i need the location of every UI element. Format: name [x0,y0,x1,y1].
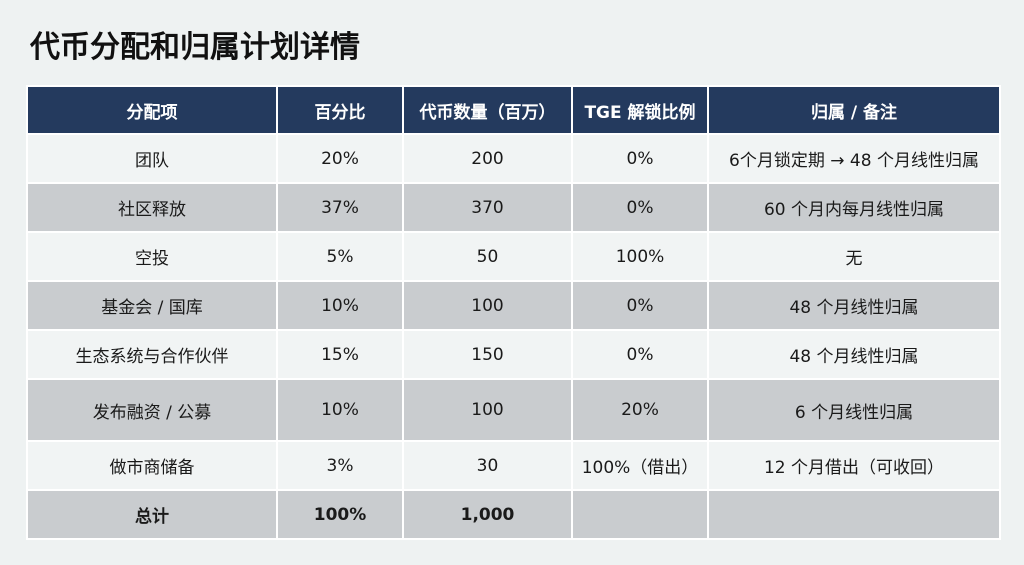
table-cell: 48 个月线性归属 [707,329,1001,380]
table-cell: 150 [402,329,573,380]
table-body: 团队 20% 200 0% 6个月锁定期 → 48 个月线性归属 社区释放 37% 370 0%… [26,133,1001,540]
header-row: 分配项 百分比 代币数量（百万） TGE 解锁比例 归属 / 备注 [26,85,1001,135]
table-cell: 6 个月线性归属 [707,378,1001,442]
table-cell: 30 [402,440,573,491]
table-cell: 0% [571,329,709,380]
table-cell: 0% [571,133,709,184]
total-cell: 总计 [26,489,278,540]
total-cell: 1,000 [402,489,573,540]
table-cell: 48 个月线性归属 [707,280,1001,331]
table-cell: 100 [402,378,573,442]
title: 代币分配和归属计划详情 [30,30,360,65]
table-cell: 200 [402,133,573,184]
table-cell: 基金会 / 国库 [26,280,278,331]
allocation-table: 分配项 百分比 代币数量（百万） TGE 解锁比例 归属 / 备注 团队 20% 200 0%… [26,85,1001,540]
table-cell: 20% [571,378,709,442]
table-cell: 团队 [26,133,278,184]
table-row: 做市商储备 3% 30 100%（借出） 12 个月借出（可收回） [26,440,1001,491]
empty-cell [707,489,1001,540]
header-cell: 分配项 [26,85,278,135]
table-cell: 发布融资 / 公募 [26,378,278,442]
table-cell: 空投 [26,231,278,282]
table-row: 发布融资 / 公募 10% 100 20% 6 个月线性归属 [26,378,1001,442]
table-cell: 100 [402,280,573,331]
table-cell: 37% [276,182,404,233]
table-cell: 6个月锁定期 → 48 个月线性归属 [707,133,1001,184]
table-cell: 15% [276,329,404,380]
table-cell: 60 个月内每月线性归属 [707,182,1001,233]
table-row: 团队 20% 200 0% 6个月锁定期 → 48 个月线性归属 [26,133,1001,184]
header-cell: TGE 解锁比例 [571,85,709,135]
table-row: 空投 5% 50 100% 无 [26,231,1001,282]
table-cell: 10% [276,280,404,331]
table-cell: 3% [276,440,404,491]
empty-cell [571,489,709,540]
table-cell: 370 [402,182,573,233]
total-cell: 100% [276,489,404,540]
total-row: 总计 100% 1,000 [26,489,1001,540]
table-cell: 20% [276,133,404,184]
table-cell: 100%（借出） [571,440,709,491]
table-cell: 10% [276,378,404,442]
table-cell: 做市商储备 [26,440,278,491]
table-cell: 无 [707,231,1001,282]
table-row: 生态系统与合作伙伴 15% 150 0% 48 个月线性归属 [26,329,1001,380]
table-cell: 100% [571,231,709,282]
header-cell: 代币数量（百万） [402,85,573,135]
table-cell: 50 [402,231,573,282]
header-cell: 百分比 [276,85,404,135]
table-row: 基金会 / 国库 10% 100 0% 48 个月线性归属 [26,280,1001,331]
table-cell: 生态系统与合作伙伴 [26,329,278,380]
table-cell: 0% [571,182,709,233]
table-row: 社区释放 37% 370 0% 60 个月内每月线性归属 [26,182,1001,233]
table-cell: 12 个月借出（可收回） [707,440,1001,491]
table-cell: 5% [276,231,404,282]
table-cell: 0% [571,280,709,331]
header-cell: 归属 / 备注 [707,85,1001,135]
table-cell: 社区释放 [26,182,278,233]
